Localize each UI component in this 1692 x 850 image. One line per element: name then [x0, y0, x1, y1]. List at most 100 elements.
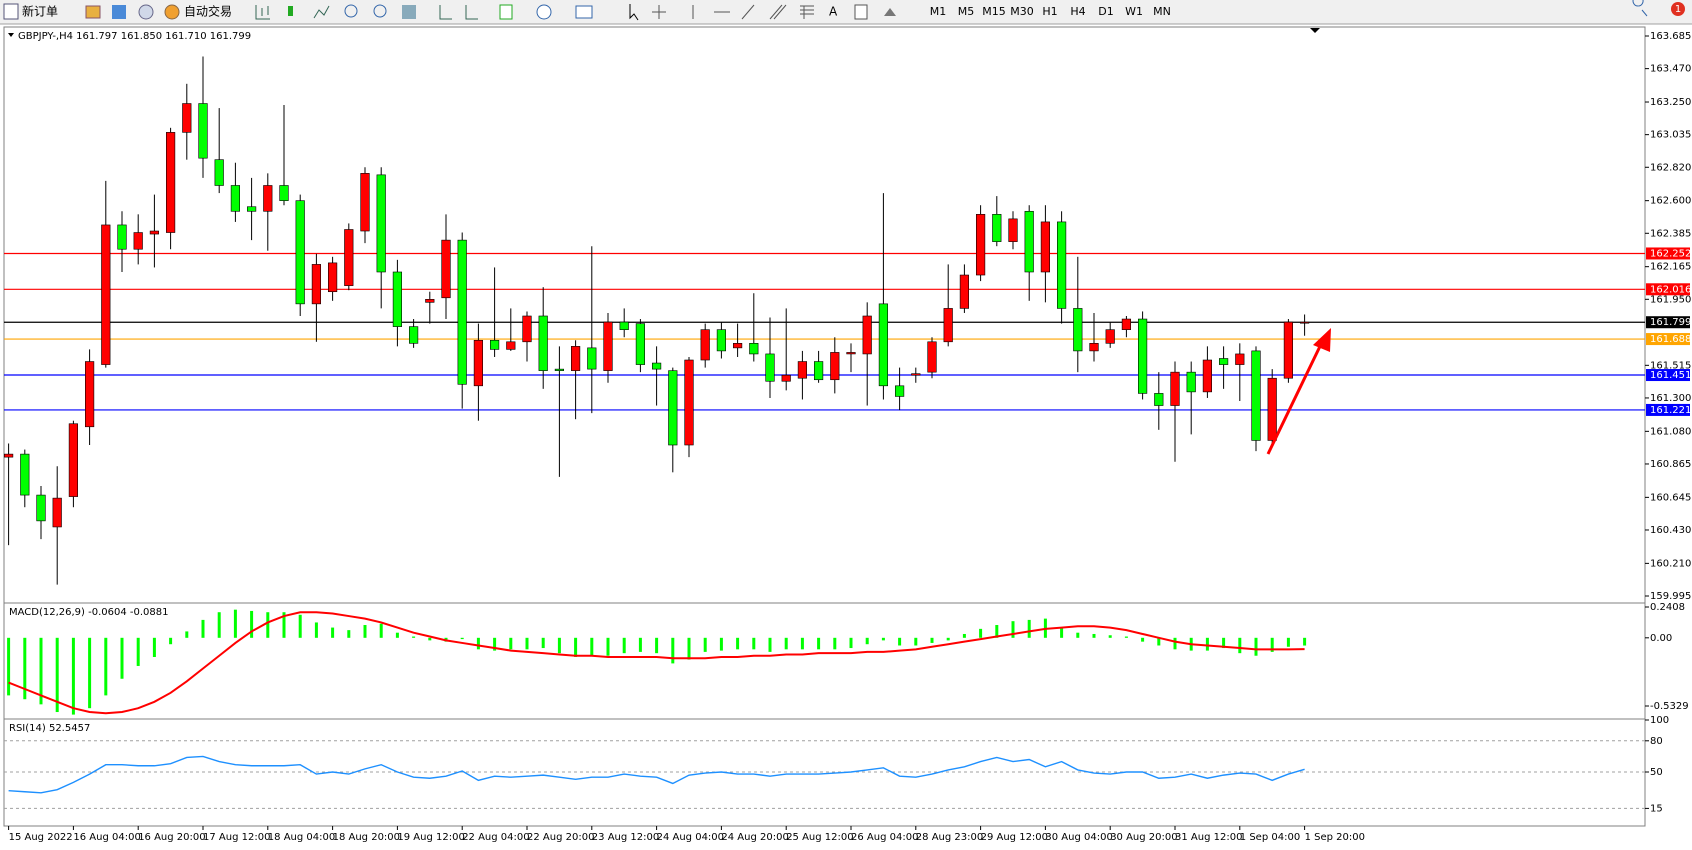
x-tick-label: 24 Aug 04:00	[657, 832, 724, 843]
auto-trading-button[interactable]: 自动交易	[184, 4, 232, 19]
macd-bar	[557, 637, 561, 654]
macd-bar	[638, 637, 642, 652]
candle-body	[247, 206, 257, 212]
candle-body	[749, 343, 759, 355]
candle-body	[992, 214, 1002, 242]
timeframe-button[interactable]: W1	[1125, 5, 1143, 18]
macd-bar	[1076, 632, 1080, 638]
timeframe-button[interactable]: M15	[982, 5, 1006, 18]
candle-tool[interactable]	[288, 6, 293, 16]
y-tick-label: 163.470	[1650, 64, 1691, 75]
trendline-tool[interactable]	[741, 4, 755, 20]
candle-body	[781, 374, 791, 382]
price-tag	[1646, 333, 1690, 346]
price-tag-label: 161.688	[1650, 334, 1691, 345]
timeframe-button[interactable]: MN	[1153, 5, 1171, 18]
x-tick-label: 22 Aug 04:00	[462, 832, 529, 843]
macd-bar	[152, 637, 156, 658]
macd-bar	[71, 637, 75, 715]
macd-bar	[201, 619, 205, 638]
fibo-tool[interactable]	[800, 5, 814, 19]
macd-bar	[1254, 637, 1258, 656]
timeframe-button[interactable]: M5	[958, 5, 975, 18]
new-order-button[interactable]: 新订单	[22, 4, 58, 19]
x-tick-label: 31 Aug 12:00	[1175, 832, 1242, 843]
macd-bar	[784, 637, 788, 650]
bar-chart-tool[interactable]	[255, 5, 270, 20]
y-tick-label: 100	[1650, 715, 1669, 726]
text-tool[interactable]: A	[829, 5, 838, 19]
crosshair-tool[interactable]	[652, 5, 666, 19]
label-tool[interactable]	[854, 4, 868, 20]
tile-windows[interactable]	[402, 5, 416, 19]
timeframe-button[interactable]: H4	[1070, 5, 1085, 18]
candle-body	[668, 370, 678, 446]
macd-bar	[23, 637, 27, 700]
candle-body	[441, 239, 451, 299]
macd-bar	[768, 637, 772, 652]
toolbar	[0, 0, 1692, 24]
timeframe-button[interactable]: M30	[1010, 5, 1034, 18]
macd-bar	[412, 636, 416, 638]
autoscroll[interactable]	[439, 5, 452, 20]
candle-body	[684, 359, 694, 446]
x-tick-label: 18 Aug 04:00	[268, 832, 335, 843]
cursor-tool[interactable]	[629, 4, 639, 21]
candle-body	[425, 299, 435, 303]
candle-body	[797, 361, 807, 379]
tool-icon[interactable]	[138, 4, 154, 20]
x-tick-label: 1 Sep 20:00	[1305, 832, 1365, 843]
macd-bar	[1238, 637, 1242, 654]
x-tick-label: 25 Aug 12:00	[786, 832, 853, 843]
tool-icon[interactable]	[112, 5, 126, 19]
candle-body	[538, 315, 548, 371]
y-tick-label: 80	[1650, 736, 1663, 747]
candle-body	[20, 453, 30, 496]
indicator-legend: MACD(12,26,9) -0.0604 -0.0881	[9, 607, 169, 618]
candle-body	[101, 224, 111, 365]
macd-bar	[266, 612, 270, 638]
macd-bar	[460, 637, 464, 640]
zoom-out[interactable]	[373, 4, 387, 18]
candle-body	[52, 497, 62, 528]
candle-body	[878, 303, 888, 387]
x-tick-label: 22 Aug 20:00	[527, 832, 594, 843]
macd-bar	[817, 637, 821, 650]
timeframe-button[interactable]: D1	[1098, 5, 1113, 18]
search-icon[interactable]	[1632, 0, 1648, 17]
indicators[interactable]	[499, 4, 513, 20]
new-order-icon[interactable]	[3, 3, 19, 20]
x-tick-label: 23 Aug 12:00	[592, 832, 659, 843]
macd-bar	[1157, 637, 1161, 646]
macd-bar	[363, 625, 367, 638]
y-tick-label: 159.995	[1650, 591, 1691, 602]
zoom-in[interactable]	[344, 4, 358, 18]
chart-shift[interactable]	[465, 5, 478, 20]
annotation-arrowhead	[1313, 328, 1331, 352]
timeframe-button[interactable]: H1	[1042, 5, 1057, 18]
candle-body	[1186, 371, 1196, 393]
macd-bar	[719, 637, 723, 651]
line-chart-tool[interactable]	[313, 5, 330, 19]
y-tick-label: 0.00	[1650, 633, 1672, 644]
macd-bar	[217, 612, 221, 638]
shapes-tool[interactable]	[884, 8, 896, 16]
tool-icon[interactable]	[85, 5, 101, 19]
candle-body	[1089, 343, 1099, 352]
y-tick-label: 162.385	[1650, 228, 1691, 239]
notification-badge[interactable]	[1671, 2, 1685, 16]
channel-tool[interactable]	[769, 4, 787, 20]
candle-body	[1024, 210, 1034, 273]
price-tag	[1646, 316, 1690, 329]
templates[interactable]	[575, 5, 593, 19]
timeframe-button[interactable]: M1	[930, 5, 947, 18]
macd-bar	[428, 637, 432, 641]
macd-bar	[185, 631, 189, 638]
periods[interactable]	[536, 4, 552, 20]
macd-bar	[347, 630, 351, 638]
indicator-legend: RSI(14) 52.5457	[9, 723, 90, 734]
x-tick-label: 17 Aug 12:00	[203, 832, 270, 843]
auto-trading-icon[interactable]	[164, 4, 180, 20]
candle-body	[619, 321, 629, 330]
macd-bar	[1092, 633, 1096, 638]
